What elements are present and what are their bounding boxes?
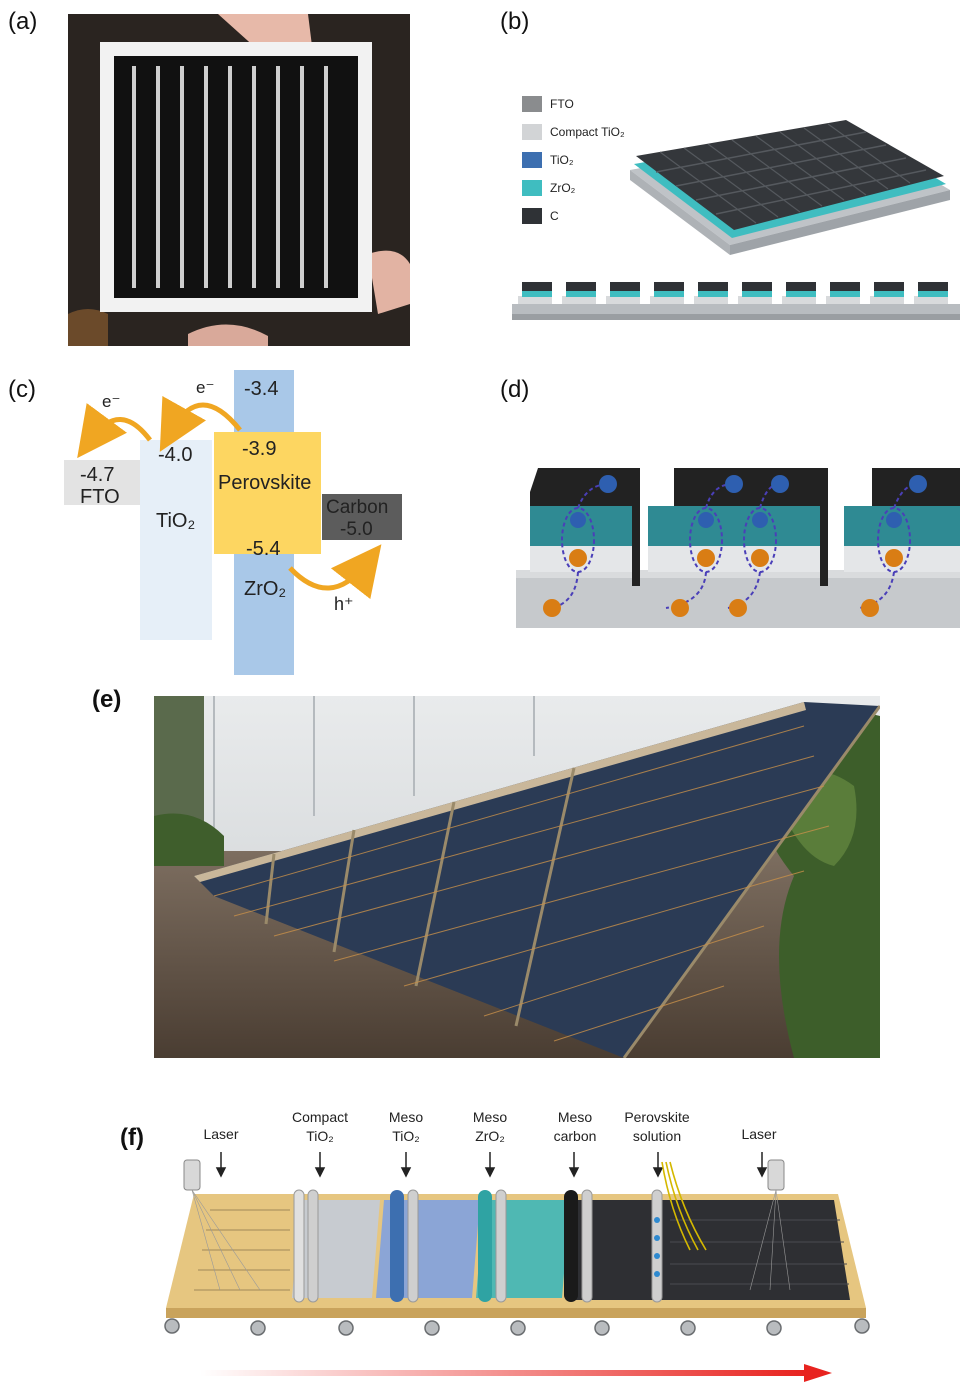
- panel-a-photo: [68, 14, 410, 346]
- panel-e-photo: [154, 696, 880, 1058]
- panel-d-mechanism: [516, 468, 960, 628]
- stage-label: Meso: [388, 1109, 424, 1125]
- c-hole-label: h⁺: [334, 594, 354, 614]
- c-zro2-label: ZrO₂: [244, 578, 287, 600]
- panel-b-device-3d: [630, 120, 950, 255]
- stage-sublabel: carbon: [553, 1128, 597, 1144]
- fto-block: [64, 460, 142, 505]
- legend-label: C: [550, 209, 559, 223]
- stage-label: Perovskite: [624, 1109, 690, 1125]
- stage-sublabel: solution: [632, 1128, 682, 1144]
- f-stage-perovskite: Perovskite solution: [612, 1108, 702, 1146]
- c-tio2-label: TiO₂: [156, 510, 196, 532]
- legend-item-tio2: TiO₂: [522, 146, 662, 174]
- perovskite-drops: [654, 1217, 660, 1277]
- legend-swatch: [522, 180, 542, 196]
- c-tio2-value: -4.0: [158, 444, 193, 466]
- legend-item-zro2: ZrO₂: [522, 174, 662, 202]
- electron-arrow-left: [77, 403, 152, 459]
- c-perov-top: -3.9: [242, 438, 277, 460]
- electron-particles: [543, 549, 903, 617]
- legend-label: FTO: [550, 97, 574, 111]
- legend-item-compact-tio2: Compact TiO₂: [522, 118, 662, 146]
- c-fto-value: -4.7: [80, 464, 115, 486]
- legend-item-c: C: [522, 202, 662, 230]
- c-carbon-label: Carbon: [326, 497, 389, 518]
- f-stage-laser-1: Laser: [186, 1126, 256, 1142]
- panel-b-label: (b): [500, 8, 530, 35]
- cross-section-cells: [518, 282, 948, 304]
- stage-label: Laser: [203, 1126, 239, 1142]
- c-perov-label: Perovskite: [218, 472, 312, 494]
- carbon-block: [322, 494, 402, 540]
- c-perov-bottom: -5.4: [246, 538, 281, 560]
- panel-c-energy-diagram: [64, 370, 402, 675]
- legend-label: Compact TiO₂: [550, 125, 625, 139]
- panel-f-roll-to-roll: [164, 1152, 870, 1336]
- conveyor-wheels: [164, 1318, 870, 1336]
- stage-sublabel: TiO₂: [392, 1128, 420, 1144]
- perovskite-block: [214, 432, 321, 554]
- panel-b-legend: FTO Compact TiO₂ TiO₂ ZrO₂ C: [522, 90, 662, 230]
- panel-c-label: (c): [8, 376, 36, 403]
- legend-swatch: [522, 96, 542, 112]
- panel-f-label: (f): [120, 1124, 144, 1151]
- f-stage-compact-tio2: Compact TiO₂: [282, 1108, 358, 1146]
- f-stage-meso-zro2: Meso ZrO₂: [460, 1108, 520, 1146]
- stage-label: Compact: [291, 1109, 349, 1125]
- c-zro2-top: -3.4: [244, 378, 279, 400]
- panel-a-label: (a): [8, 8, 38, 35]
- panel-b-cross-section: [512, 282, 960, 320]
- cell-strips: [132, 66, 328, 288]
- hole-arrow: [288, 544, 382, 600]
- c-carbon-value: -5.0: [340, 519, 373, 540]
- stage-sublabel: ZrO₂: [475, 1128, 505, 1144]
- c-electron-left: e⁻: [102, 392, 121, 411]
- legend-label: ZrO₂: [550, 181, 576, 195]
- stage-label: Laser: [741, 1126, 777, 1142]
- f-stage-meso-tio2: Meso TiO₂: [376, 1108, 436, 1146]
- legend-swatch: [522, 152, 542, 168]
- legend-label: TiO₂: [550, 153, 574, 167]
- c-fto-label: FTO: [80, 486, 120, 508]
- electron-arrow-right: [159, 395, 242, 452]
- tio2-block: [140, 440, 212, 640]
- c-electron-right: e⁻: [196, 378, 215, 397]
- f-stage-laser-2: Laser: [724, 1126, 794, 1142]
- panel-d-label: (d): [500, 376, 530, 403]
- stage-sublabel: TiO₂: [306, 1128, 334, 1144]
- stage-label: Meso: [557, 1109, 593, 1125]
- f-stage-meso-carbon: Meso carbon: [540, 1108, 610, 1146]
- stage-label: Meso: [472, 1109, 508, 1125]
- hole-particles: [570, 475, 927, 528]
- process-direction-arrow: [200, 1364, 832, 1382]
- panel-e-label: (e): [92, 686, 122, 713]
- legend-swatch: [522, 208, 542, 224]
- legend-item-fto: FTO: [522, 90, 662, 118]
- legend-swatch: [522, 124, 542, 140]
